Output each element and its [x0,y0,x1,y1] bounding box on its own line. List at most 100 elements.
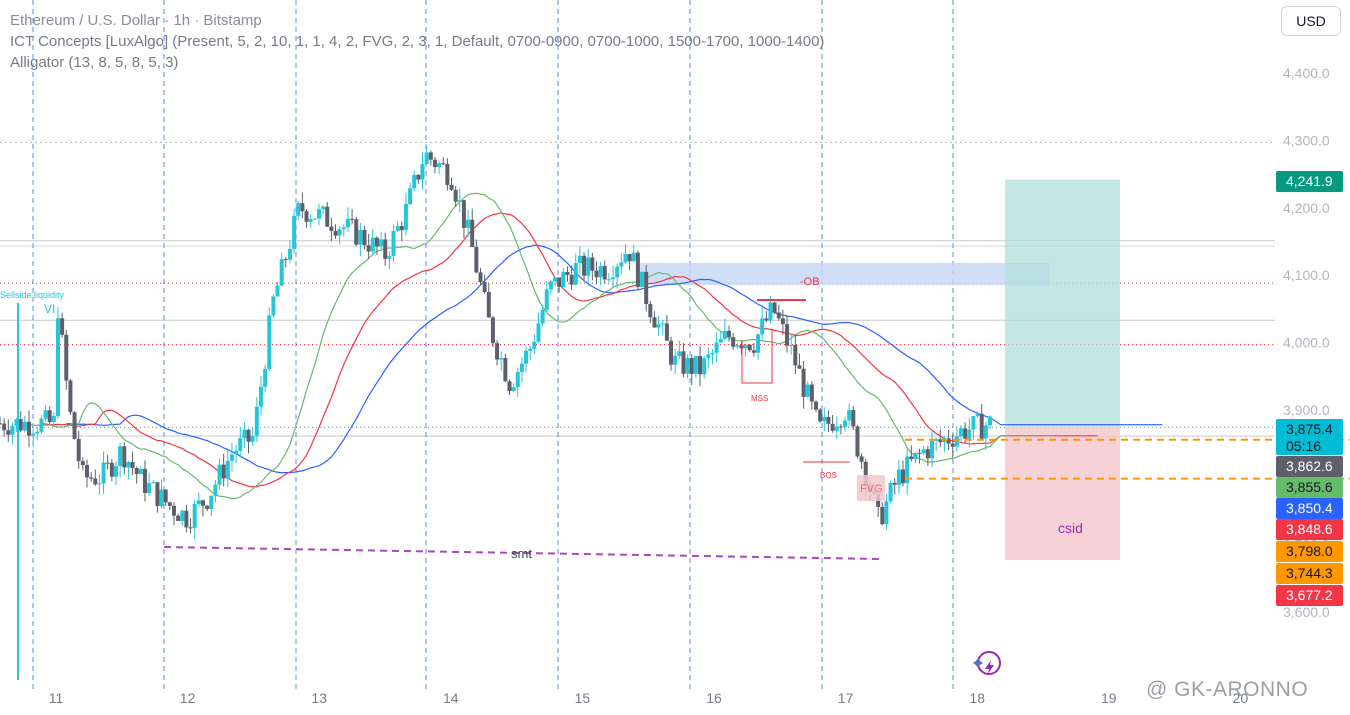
zones [640,179,1120,560]
price-label-1: 3,875.4 [1286,421,1333,437]
candle-body-97 [399,226,404,231]
candle-body-35 [142,468,147,494]
sparkle-icon [973,658,983,668]
price-tick-4: 4,000.0 [1283,335,1330,351]
candle-body-158 [652,317,657,328]
candle-body-192 [793,344,798,366]
candle-body-2 [6,430,11,435]
candle-body-227 [938,439,943,443]
price-label-bg-3 [1276,477,1343,498]
candle-body-167 [689,358,694,374]
candle-body-173 [714,342,719,353]
candle-body-218 [901,469,906,484]
candle-body-102 [420,164,425,180]
candle-body-183 [756,334,761,353]
price-label-3: 3,855.6 [1286,479,1333,495]
candle-body-91 [374,237,379,247]
candle-body-114 [470,219,475,247]
candle-body-235 [971,416,976,430]
price-label-5: 3,848.6 [1286,521,1333,537]
candle-body-61 [250,435,255,442]
candle-body-195 [805,384,810,397]
candle-body-105 [432,159,437,168]
candle-body-169 [698,356,703,375]
candle-body-231 [954,436,959,447]
candle-body-178 [735,345,740,347]
candle-body-13 [51,415,56,423]
candle-body-223 [921,449,926,454]
price-label-8: 3,677.2 [1286,587,1333,603]
candle-body-186 [768,302,773,321]
candle-body-142 [586,257,591,276]
candle-body-33 [134,467,139,475]
price-label-4: 3,850.4 [1286,500,1333,516]
currency-button[interactable]: USD [1281,6,1341,36]
indicator-alligator[interactable]: Alligator (13, 8, 5, 8, 5, 3) [10,54,179,71]
fvg-label: FVG [860,483,883,495]
ict-overlays: smt csid -OB MSS BOS FVG Sellside liquidity VI [0,276,1350,680]
candle-body-41 [167,502,172,506]
candle-body-11 [43,410,48,419]
candle-body-144 [594,270,599,278]
candle-body-116 [478,272,483,283]
candle-body-153 [631,252,636,262]
candle-body-112 [461,200,466,228]
candle-body-14 [55,318,60,416]
candle-body-16 [64,334,69,381]
candle-body-47 [192,503,197,528]
candle-body-209 [863,461,868,486]
candle-body-95 [391,230,396,257]
candle-body-233 [963,428,968,439]
candle-body-237 [979,413,984,439]
candle-body-204 [843,420,848,427]
time-axis[interactable]: 11 12 13 14 15 16 17 18 19 20 [49,690,1249,706]
candle-body-10 [39,418,44,432]
price-label-6: 3,798.0 [1286,543,1333,559]
candle-body-201 [830,423,835,431]
candle-body-34 [138,468,143,475]
candle-body-86 [354,219,359,245]
candle-body-188 [776,312,781,319]
candle-body-122 [503,358,508,382]
time-tick-4: 15 [575,690,591,706]
candle-body-133 [548,281,553,290]
candle-body-78 [321,206,326,210]
indicator-ict-concepts[interactable]: ICT Concepts [LuxAlgo] (Present, 5, 2, 1… [10,33,825,50]
candle-body-30 [122,446,127,468]
fvg-box [857,475,885,501]
candle-body-18 [72,412,77,439]
candle-body-64 [263,369,268,387]
candle-body-50 [205,505,210,509]
candle-body-49 [200,500,205,506]
candle-body-27 [109,462,114,477]
candle-body-32 [130,462,135,468]
candle-body-216 [892,482,897,485]
price-label-bg-8 [1276,585,1343,606]
candle-body-148 [611,277,616,280]
candle-body-81 [333,230,338,236]
candle-body-21 [84,464,89,478]
candle-body-198 [818,409,823,422]
candle-body-154 [635,252,640,287]
alligator-teeth-line [41,212,1098,488]
candle-body-123 [507,381,512,392]
candle-body-120 [495,343,500,360]
candle-body-79 [325,206,330,227]
candle-body-54 [221,464,226,479]
candle-body-60 [246,429,251,442]
candle-body-226 [934,439,939,441]
candle-body-125 [515,372,520,388]
candle-body-197 [814,401,819,410]
candle-body-82 [337,229,342,236]
candle-body-180 [743,344,748,349]
candle-body-127 [524,350,529,364]
candle-body-143 [590,257,595,271]
symbol-title[interactable]: Ethereum / U.S. Dollar · 1h · Bitstamp [10,12,262,29]
candle-body-136 [561,271,566,287]
candle-body-162 [669,340,674,365]
candle-body-58 [238,438,243,451]
candle-body-48 [196,500,201,504]
price-tick-6: 4,200.0 [1283,200,1330,216]
candle-body-4 [14,419,19,426]
